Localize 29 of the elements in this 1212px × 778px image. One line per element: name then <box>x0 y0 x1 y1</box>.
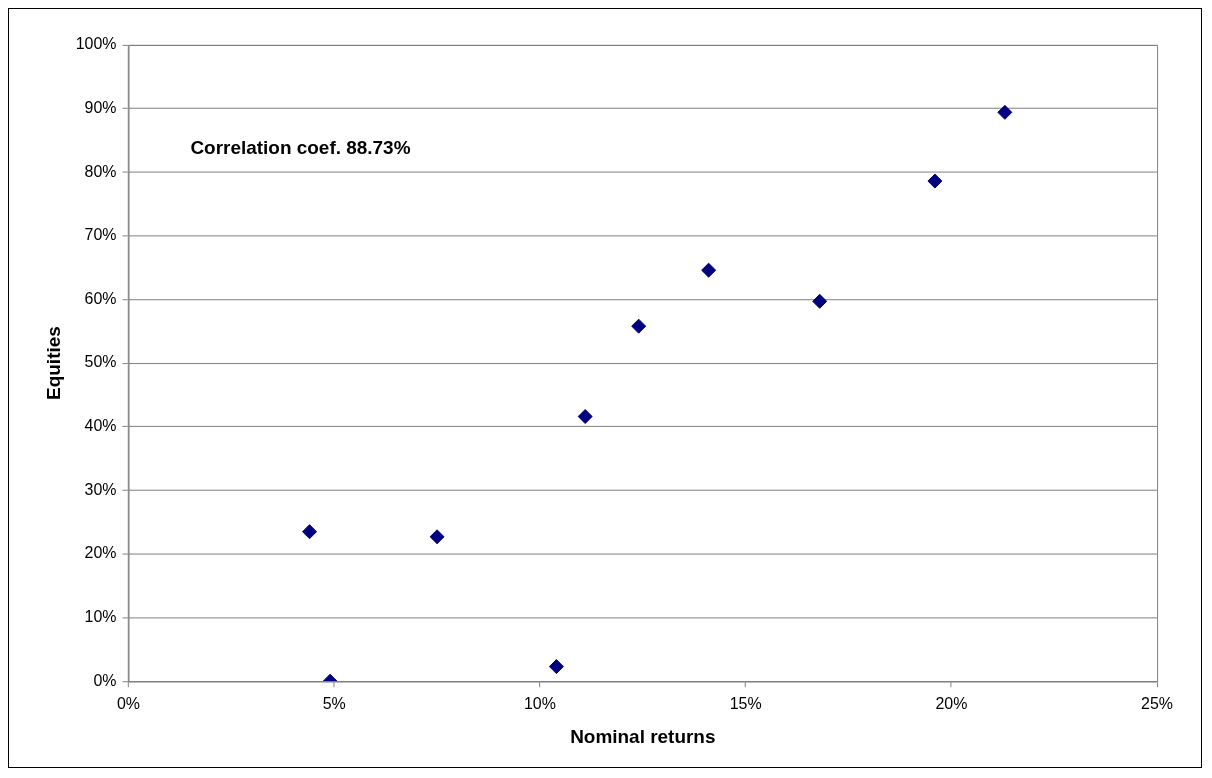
point <box>302 524 318 540</box>
y-tick-label: 80% <box>84 162 117 180</box>
point <box>631 318 647 334</box>
y-tick-label: 40% <box>84 417 117 435</box>
x-tick-label: 25% <box>1141 695 1174 713</box>
y-tick-label: 60% <box>84 289 117 307</box>
y-tick-label: 10% <box>84 608 117 625</box>
y-tick-label: 20% <box>84 544 117 562</box>
y-tick-label: 50% <box>84 353 117 371</box>
point <box>577 409 593 424</box>
point <box>812 293 828 309</box>
annotation: Correlation coef. 88.73% <box>190 136 411 158</box>
x-tick-label: 5% <box>322 695 346 713</box>
x-tick-label: 0% <box>116 695 141 713</box>
point <box>701 262 717 278</box>
x-tick-label: 20% <box>935 695 968 713</box>
point <box>997 104 1013 120</box>
y-tick-label: 100% <box>75 35 117 53</box>
y-tick-label: 0% <box>93 671 117 689</box>
y-axis-title: Equities <box>42 326 64 400</box>
point <box>429 529 445 545</box>
y-tick-label: 90% <box>84 98 117 116</box>
y-tick-label: 30% <box>84 480 117 498</box>
point <box>548 659 564 675</box>
x-tick-label: 15% <box>729 695 762 713</box>
x-axis-title: Nominal returns <box>570 725 716 747</box>
point <box>927 173 943 189</box>
x-tick-label: 10% <box>523 695 556 713</box>
y-tick-label: 70% <box>84 226 117 244</box>
